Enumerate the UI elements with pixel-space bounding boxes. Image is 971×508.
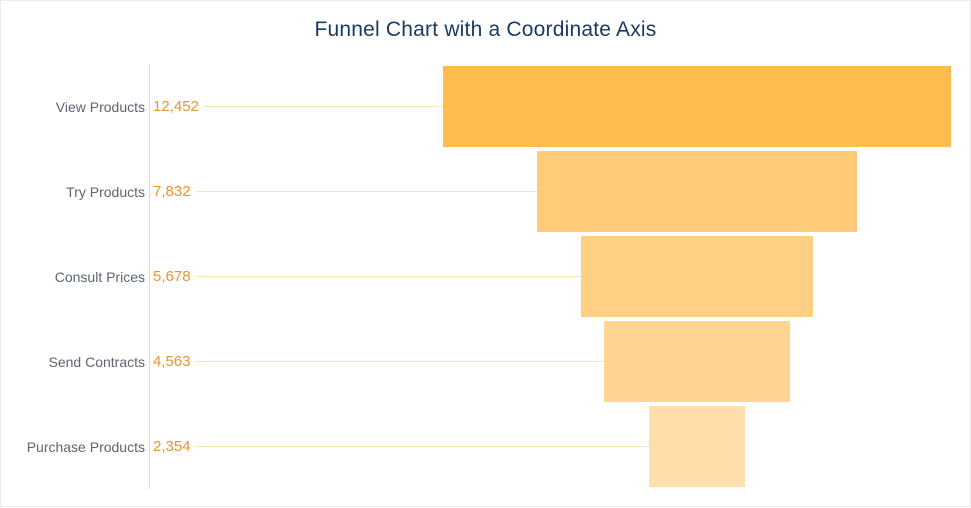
funnel-row: Send Contracts 4,563	[1, 319, 971, 404]
y-axis-line	[149, 64, 150, 489]
category-label: View Products	[55, 98, 145, 115]
value-label: 5,678	[153, 268, 191, 285]
category-label: Consult Prices	[54, 268, 145, 285]
funnel-row: Purchase Products 2,354	[1, 404, 971, 489]
category-label: Send Contracts	[48, 353, 146, 370]
funnel-bar	[443, 66, 951, 147]
value-connector-group: 5,678	[153, 234, 581, 319]
value-connector-group: 4,563	[153, 319, 604, 404]
chart-title: Funnel Chart with a Coordinate Axis	[314, 18, 657, 41]
value-label: 12,452	[153, 98, 199, 115]
connector-line	[195, 276, 581, 277]
value-label: 7,832	[153, 183, 191, 200]
funnel-row: View Products 12,452	[1, 64, 971, 149]
funnel-row: Consult Prices 5,678	[1, 234, 971, 319]
funnel-bar	[604, 321, 790, 402]
connector-line	[203, 106, 443, 107]
funnel-row: Try Products 7,832	[1, 149, 971, 234]
category-label: Purchase Products	[26, 438, 145, 455]
connector-line	[195, 191, 537, 192]
value-label: 2,354	[153, 438, 191, 455]
funnel-bar	[537, 151, 857, 232]
value-connector-group: 12,452	[153, 64, 443, 149]
value-connector-group: 7,832	[153, 149, 537, 234]
value-connector-group: 2,354	[153, 404, 649, 489]
connector-line	[195, 361, 604, 362]
connector-line	[195, 446, 649, 447]
category-label: Try Products	[66, 183, 145, 200]
funnel-bar	[649, 406, 745, 487]
funnel-bar	[581, 236, 813, 317]
value-label: 4,563	[153, 353, 191, 370]
